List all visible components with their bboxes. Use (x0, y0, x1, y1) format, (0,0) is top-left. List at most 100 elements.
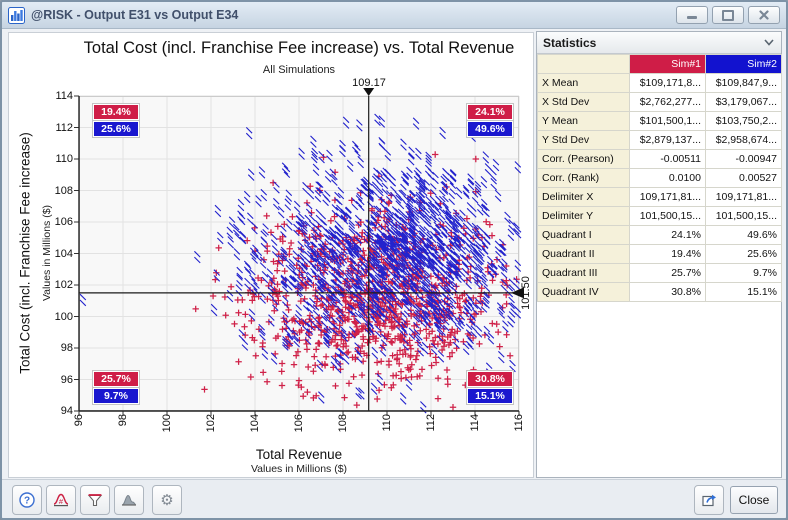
stats-row: Delimiter X 109,171,81... 109,171,81... (537, 187, 782, 207)
filter-button[interactable] (80, 485, 110, 515)
chevron-down-icon (764, 39, 774, 46)
stat-sim1-value: 25.7% (629, 263, 706, 283)
stats-row: Delimiter Y 101,500,15... 101,500,15... (537, 206, 782, 226)
x-tick-label: 110 (381, 414, 393, 432)
stat-label: Quadrant II (537, 244, 630, 264)
y-tick-label: 106 (54, 216, 73, 228)
delimiters-button[interactable]: # (46, 485, 76, 515)
stats-row: X Std Dev $2,762,277... $3,179,067... (537, 92, 782, 112)
stats-row: X Mean $109,171,8... $109,847,9... (537, 73, 782, 93)
stat-label: Corr. (Pearson) (537, 149, 630, 169)
help-button[interactable]: ? (12, 485, 42, 515)
stat-label: X Std Dev (537, 92, 630, 112)
y-tick-label: 98 (60, 342, 73, 354)
chart-panel: Total Cost (incl. Franchise Fee increase… (8, 32, 534, 478)
stats-row: Corr. (Rank) 0.0100 0.00527 (537, 168, 782, 188)
statistics-header-label: Statistics (543, 35, 597, 50)
stats-row: Quadrant I 24.1% 49.6% (537, 225, 782, 245)
stat-sim1-value: 19.4% (629, 244, 706, 264)
stat-sim2-value: $2,958,674... (705, 130, 782, 150)
sim1-column-header: Sim#1 (629, 54, 706, 74)
quadrant4-sim2-badge: 15.1% (466, 387, 514, 405)
distribution-markers-icon: # (53, 493, 69, 507)
minimize-button[interactable] (676, 6, 708, 24)
x-tick-label: 102 (205, 414, 217, 433)
stat-label: Quadrant IV (537, 282, 630, 302)
overlay-graph-button[interactable] (114, 485, 144, 515)
y-tick-label: 104 (54, 247, 73, 260)
stat-label: Corr. (Rank) (537, 168, 630, 188)
quadrant2-sim2-badge: 25.6% (92, 120, 140, 138)
quadrant1-sim1-badge: 24.1% (466, 103, 514, 121)
stat-sim1-value: 0.0100 (629, 168, 706, 188)
stat-sim2-value: 109,171,81... (705, 187, 782, 207)
stats-row: Quadrant II 19.4% 25.6% (537, 244, 782, 264)
scatter-plot-canvas (74, 88, 524, 416)
x-tick-label: 98 (117, 414, 129, 427)
stats-row: Quadrant III 25.7% 9.7% (537, 263, 782, 283)
y-tick-label: 96 (60, 373, 73, 386)
title-bar[interactable]: @RISK - Output E31 vs Output E34 (2, 2, 786, 29)
x-tick-label: 116 (513, 414, 525, 432)
stat-sim2-value: 101,500,15... (705, 206, 782, 226)
x-axis-label: Total Revenue (255, 447, 343, 462)
y-tick-label: 102 (54, 279, 73, 291)
stat-sim1-value: $109,171,8... (629, 73, 706, 93)
maximize-icon (722, 9, 734, 21)
quadrant4-sim1-badge: 30.8% (466, 370, 514, 388)
y-tick-label: 94 (60, 405, 73, 417)
stat-sim2-value: $109,847,9... (705, 73, 782, 93)
close-window-button[interactable] (748, 6, 780, 24)
scatter-plot[interactable]: 19.4% 25.6% 24.1% 49.6% 25.7% 9.7% 30.8%… (74, 88, 524, 416)
stat-label: Quadrant I (537, 225, 630, 245)
delimiter-x-value-label: 109.17 (352, 77, 386, 89)
stat-label: Y Std Dev (537, 130, 630, 150)
x-tick-label: 100 (161, 414, 173, 433)
x-tick-label: 104 (249, 414, 261, 433)
stats-row: Y Std Dev $2,879,137... $2,958,674... (537, 130, 782, 150)
stat-sim2-value: $3,179,067... (705, 92, 782, 112)
stat-sim1-value: 24.1% (629, 225, 706, 245)
y-tick-label: 110 (55, 153, 73, 165)
svg-text:?: ? (24, 496, 30, 507)
quadrant3-sim2-badge: 9.7% (92, 387, 140, 405)
stats-row: Corr. (Pearson) -0.00511 -0.00947 (537, 149, 782, 169)
maximize-button[interactable] (712, 6, 744, 24)
close-icon (759, 10, 769, 20)
stat-label: Quadrant III (537, 263, 630, 283)
x-axis-sublabel: Values in Millions ($) (250, 463, 348, 475)
distribution-curve-icon (121, 494, 137, 506)
edit-export-button[interactable] (694, 485, 724, 515)
stat-sim1-value: $2,879,137... (629, 130, 706, 150)
y-tick-label: 100 (54, 310, 73, 323)
settings-button[interactable]: ⚙ (152, 485, 182, 515)
stat-sim1-value: 30.8% (629, 282, 706, 302)
export-arrow-icon (702, 494, 716, 507)
y-tick-label: 112 (55, 121, 73, 134)
stat-label: X Mean (537, 73, 630, 93)
stat-sim1-value: 101,500,15... (629, 206, 706, 226)
stats-corner-cell (537, 54, 630, 74)
statistics-table: Sim#1 Sim#2 X Mean $109,171,8... $109,847,9.… (537, 54, 782, 302)
close-button[interactable]: Close (730, 486, 778, 514)
statistics-panel: Statistics Sim#1 Sim#2 X Mean $109,171,8...… (536, 31, 782, 478)
x-tick-label: 108 (337, 414, 349, 433)
x-tick-label: 112 (425, 414, 437, 432)
x-tick-label: 106 (293, 414, 305, 433)
y-axis-label: Total Cost (incl. Franchise Fee increase… (17, 132, 33, 374)
stat-label: Delimiter X (537, 187, 630, 207)
stat-sim1-value: $2,762,277... (629, 92, 706, 112)
stat-sim2-value: 15.1% (705, 282, 782, 302)
statistics-header[interactable]: Statistics (537, 32, 781, 54)
stats-row: Y Mean $101,500,1... $103,750,2... (537, 111, 782, 131)
stat-sim2-value: 0.00527 (705, 168, 782, 188)
svg-text:#: # (59, 497, 64, 506)
quadrant1-sim2-badge: 49.6% (466, 120, 514, 138)
stat-sim2-value: $103,750,2... (705, 111, 782, 131)
gear-icon: ⚙ (160, 491, 174, 509)
stats-header-row: Sim#1 Sim#2 (537, 54, 782, 74)
stat-sim2-value: -0.00947 (705, 149, 782, 169)
filter-funnel-icon (87, 494, 103, 507)
stat-sim1-value: $101,500,1... (629, 111, 706, 131)
stats-row: Quadrant IV 30.8% 15.1% (537, 282, 782, 302)
